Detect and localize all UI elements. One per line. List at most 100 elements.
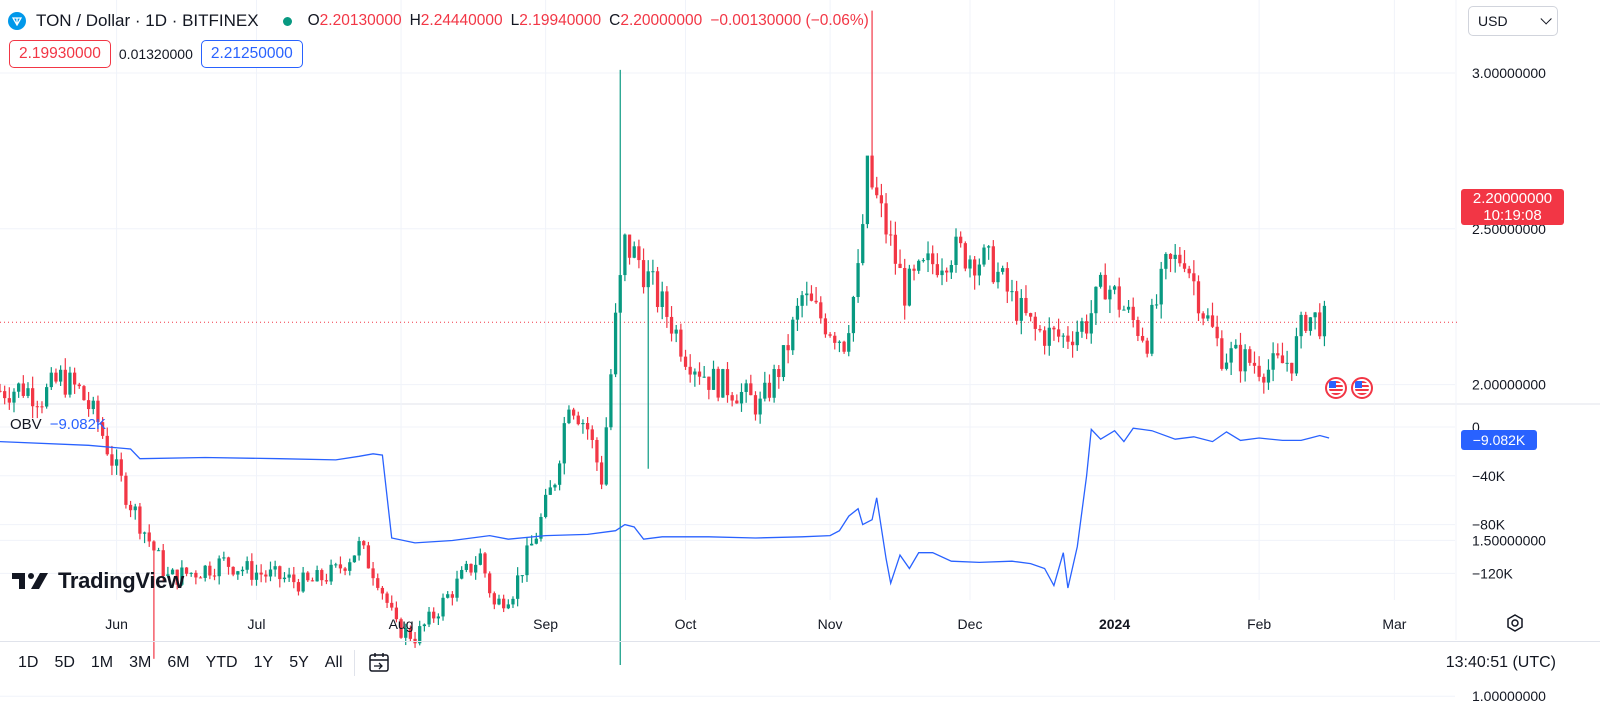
range-3m-button[interactable]: 3M	[129, 654, 152, 671]
tradingview-logo[interactable]: TradingView	[12, 568, 184, 594]
candle	[86, 391, 91, 417]
calendar-range-icon[interactable]	[366, 651, 392, 675]
symbol-title[interactable]: TON / Dollar · 1D · BITFINEX	[36, 11, 259, 30]
candle	[772, 364, 776, 403]
candle	[1187, 265, 1191, 279]
candle	[1220, 330, 1224, 371]
sell-button[interactable]: 2.19930000	[9, 40, 111, 68]
candle	[1271, 342, 1275, 382]
price-tick-label: 1.00000000	[1472, 688, 1546, 701]
candle	[730, 392, 734, 407]
obv-legend[interactable]: OBV −9.082K	[10, 416, 106, 433]
candle	[581, 419, 585, 434]
candle	[917, 259, 921, 274]
candle	[1131, 297, 1135, 328]
candle	[114, 449, 119, 475]
candle	[63, 358, 67, 398]
candle	[12, 388, 16, 413]
candle	[394, 601, 399, 623]
candle	[641, 248, 646, 294]
range-5d-button[interactable]: 5D	[54, 654, 75, 671]
range-ytd-button[interactable]: YTD	[205, 654, 238, 671]
candle	[1005, 262, 1009, 304]
candle	[1252, 351, 1257, 374]
obv-axis[interactable]: 0 −40K −80K −120K	[1472, 419, 1514, 581]
candle	[170, 568, 175, 575]
candle	[240, 566, 245, 576]
candle	[320, 568, 324, 586]
candle	[959, 231, 963, 248]
candle	[576, 411, 580, 426]
candle	[26, 382, 30, 399]
candle	[40, 401, 44, 414]
candle	[58, 365, 63, 386]
candle	[1224, 353, 1229, 371]
candle	[68, 366, 72, 398]
candle	[338, 556, 343, 574]
spread-value: 0.01320000	[118, 46, 193, 62]
range-5y-button[interactable]: 5Y	[289, 654, 309, 671]
candle	[1178, 246, 1182, 267]
range-6m-button[interactable]: 6M	[167, 654, 190, 671]
candle	[921, 258, 925, 263]
time-axis[interactable]: Jun Jul Aug Sep Oct Nov Dec 2024 Feb Mar	[105, 616, 1406, 632]
range-all-button[interactable]: All	[324, 654, 343, 671]
date-range-buttons: 1D 5D 1M 3M 6M YTD 1Y 5Y All	[10, 652, 351, 674]
candle	[72, 367, 77, 394]
candle	[1238, 332, 1243, 383]
obv-label: OBV	[10, 416, 42, 433]
candle	[371, 561, 375, 586]
candle	[805, 281, 809, 306]
candle	[292, 566, 296, 589]
currency-select[interactable]: USD	[1468, 6, 1558, 36]
ohlc-values: O2.20130000 H2.24440000 L2.19940000 C2.2…	[308, 12, 869, 30]
candle	[851, 295, 856, 342]
candle	[837, 340, 842, 353]
candle	[119, 452, 123, 482]
candle	[1159, 261, 1163, 319]
range-1d-button[interactable]: 1D	[18, 654, 39, 671]
us-flag-event-icon[interactable]	[1325, 377, 1347, 399]
utc-clock[interactable]: 13:40:51 (UTC)	[1445, 654, 1556, 671]
candle	[1215, 315, 1219, 347]
range-1y-button[interactable]: 1Y	[253, 654, 274, 671]
candle	[604, 417, 608, 486]
candle	[758, 391, 762, 424]
candle	[259, 564, 263, 583]
candle	[954, 228, 958, 273]
candle	[1028, 312, 1033, 322]
candle	[721, 368, 725, 398]
settings-icon[interactable]	[1505, 613, 1525, 633]
candle	[264, 570, 268, 583]
candle	[1019, 289, 1023, 335]
candle	[469, 563, 473, 576]
candle	[534, 532, 538, 545]
candle	[613, 303, 618, 378]
candle	[478, 548, 482, 566]
candle	[474, 556, 478, 580]
candle	[553, 483, 557, 491]
us-flag-event-icon[interactable]	[1351, 377, 1373, 399]
candle	[1140, 327, 1145, 343]
candle	[236, 570, 240, 580]
buy-button[interactable]: 2.21250000	[200, 40, 303, 68]
candle	[865, 155, 870, 229]
candle	[110, 445, 114, 476]
candle	[399, 617, 403, 639]
last-price: 2.20000000	[1472, 190, 1553, 207]
candle	[1243, 344, 1247, 382]
candle	[446, 591, 450, 599]
bar-countdown: 10:19:08	[1483, 207, 1542, 224]
obv-tick-label: −80K	[1472, 517, 1506, 533]
candle	[1080, 317, 1084, 338]
tradingview-logo-icon	[12, 573, 48, 589]
candle	[450, 591, 454, 606]
price-axis[interactable]: 3.000000002.500000002.000000001.50000000…	[1472, 65, 1546, 701]
candle	[511, 596, 515, 609]
range-1m-button[interactable]: 1M	[90, 654, 114, 671]
ohlc-low: L2.19940000	[510, 12, 602, 29]
candle	[180, 560, 184, 587]
candle	[273, 560, 277, 577]
